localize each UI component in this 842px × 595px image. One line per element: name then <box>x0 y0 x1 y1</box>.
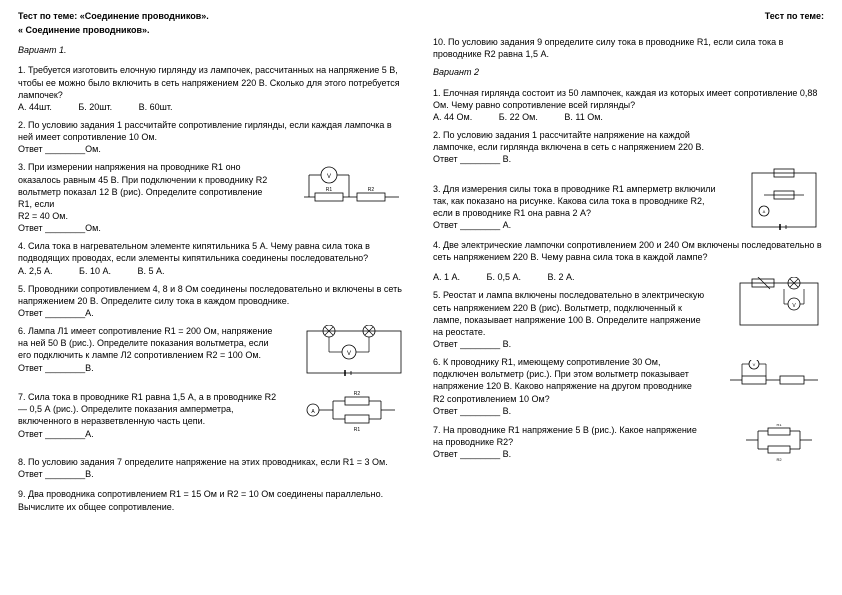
q7-text: 7. Сила тока в проводнике R1 равна 1,5 А… <box>18 392 276 426</box>
q5: 5. Проводники сопротивлением 4, 8 и 8 Ом… <box>18 283 409 319</box>
q4: 4. Сила тока в нагревательном элементе к… <box>18 240 409 276</box>
v2-q3: 3. Для измерения силы тока в проводнике … <box>433 183 824 233</box>
q6: 6. Лампа Л1 имеет сопротивление R1 = 200… <box>18 325 409 385</box>
q5-text: 5. Проводники сопротивлением 4, 8 и 8 Ом… <box>18 284 402 306</box>
v2-q3-text: 3. Для измерения силы тока в проводнике … <box>433 184 716 218</box>
q1-text: 1. Требуется изготовить елочную гирлянду… <box>18 65 400 99</box>
right-column: Тест по теме: 10. По условию задания 9 о… <box>433 10 824 585</box>
v2-q5: 5. Реостат и лампа включены последовател… <box>433 289 824 350</box>
v2-q7-answer: Ответ ________ В. <box>433 448 703 460</box>
q10: 10. По условию задания 9 определите силу… <box>433 36 824 60</box>
q7-diagram: R2 R1 A <box>299 391 409 446</box>
v2-q5-diagram: V <box>734 277 824 332</box>
sub-header: « Соединение проводников». <box>18 24 409 36</box>
v2-q1-answers: А. 44 Ом. Б. 22 Ом. В. 11 Ом. <box>433 111 824 123</box>
v2-q5-answer: Ответ ________ В. <box>433 338 713 350</box>
variant2-title: Вариант 2 <box>433 66 824 78</box>
v2-q4-text: 4. Две электрические лампочки сопротивле… <box>433 240 822 262</box>
q4-answers: А. 2,5 А. Б. 10 А. В. 5 А. <box>18 265 409 277</box>
v2-q6-answer: Ответ ________ В. <box>433 405 703 417</box>
q1: 1. Требуется изготовить елочную гирлянду… <box>18 64 409 113</box>
header-left: Тест по теме: «Соединение проводников». <box>18 10 209 22</box>
v2-q3-answer: Ответ ________ А. <box>433 219 723 231</box>
v2-q4-a: А. 1 А. <box>433 271 460 283</box>
q5-answer: Ответ ________А. <box>18 307 409 319</box>
v2-q1-c: В. 11 Ом. <box>564 111 603 123</box>
q3: 3. При измерении напряжения на проводник… <box>18 161 409 234</box>
q9: 9. Два проводника сопротивлением R1 = 15… <box>18 488 409 512</box>
v2-q6-diagram: V <box>724 360 824 408</box>
v2-q7-diagram: R1 R2 <box>734 424 824 468</box>
q3-r2: R2 = 40 Ом. <box>18 210 278 222</box>
q8: 8. По условию задания 7 определите напря… <box>18 456 409 480</box>
q1-answers: А. 44шт. Б. 20шт. В. 60шт. <box>18 101 409 113</box>
v2-q1-text: 1. Елочная гирлянда состоит из 50 лампоч… <box>433 88 817 110</box>
q2: 2. По условию задания 1 рассчитайте сопр… <box>18 119 409 155</box>
svg-text:V: V <box>753 362 756 367</box>
header-right: Тест по теме: <box>765 10 824 22</box>
v2-q7: 7. На проводнике R1 напряжение 5 В (рис.… <box>433 424 824 464</box>
q10-text: 10. По условию задания 9 определите силу… <box>433 37 783 59</box>
q7: 7. Сила тока в проводнике R1 равна 1,5 А… <box>18 391 409 446</box>
svg-text:R1: R1 <box>326 187 333 193</box>
variant1-title: Вариант 1. <box>18 44 409 56</box>
v2-q4-b: Б. 0,5 А. <box>487 271 521 283</box>
header-row: Тест по теме: «Соединение проводников». <box>18 10 409 22</box>
v2-q1: 1. Елочная гирлянда состоит из 50 лампоч… <box>433 87 824 123</box>
svg-text:A: A <box>311 409 315 415</box>
q4-b: Б. 10 А. <box>79 265 111 277</box>
q2-text: 2. По условию задания 1 рассчитайте сопр… <box>18 120 392 142</box>
q9-text: 9. Два проводника сопротивлением R1 = 15… <box>18 489 383 511</box>
q3-text: 3. При измерении напряжения на проводник… <box>18 162 267 208</box>
v2-q5-text: 5. Реостат и лампа включены последовател… <box>433 290 704 336</box>
q4-c: В. 5 А. <box>137 265 164 277</box>
v2-q4-c: В. 2 А. <box>547 271 574 283</box>
v2-q3-diagram: A <box>744 165 824 235</box>
svg-text:V: V <box>347 351 351 357</box>
svg-text:R2: R2 <box>368 187 375 193</box>
q8-answer: Ответ ________В. <box>18 468 409 480</box>
svg-text:R2: R2 <box>776 457 782 462</box>
svg-text:V: V <box>327 174 331 180</box>
q6-diagram: V <box>299 325 409 380</box>
v2-q7-text: 7. На проводнике R1 напряжение 5 В (рис.… <box>433 425 697 447</box>
v2-q6: 6. К проводнику R1, имеющему сопротивлен… <box>433 356 824 418</box>
q3-answer: Ответ ________Ом. <box>18 222 278 234</box>
svg-text:V: V <box>792 303 796 309</box>
svg-text:R2: R2 <box>354 391 361 397</box>
svg-text:R1: R1 <box>776 424 782 427</box>
q7-answer: Ответ ________А. <box>18 428 278 440</box>
v2-q1-b: Б. 22 Ом. <box>499 111 538 123</box>
left-column: Тест по теме: «Соединение проводников». … <box>18 10 409 585</box>
q8-text: 8. По условию задания 7 определите напря… <box>18 457 388 467</box>
svg-text:R1: R1 <box>354 427 361 433</box>
q2-answer: Ответ ________Ом. <box>18 143 409 155</box>
q1-a: А. 44шт. <box>18 101 52 113</box>
header-right-row: Тест по теме: <box>433 10 824 22</box>
q6-answer: Ответ ________В. <box>18 362 278 374</box>
v2-q2-text: 2. По условию задания 1 рассчитайте напр… <box>433 130 704 152</box>
v2-q1-a: А. 44 Ом. <box>433 111 472 123</box>
q6-text: 6. Лампа Л1 имеет сопротивление R1 = 200… <box>18 326 272 360</box>
svg-text:A: A <box>763 209 766 214</box>
q1-c: В. 60шт. <box>139 101 173 113</box>
v2-q2-answer: Ответ ________ В. <box>433 153 723 165</box>
q4-text: 4. Сила тока в нагревательном элементе к… <box>18 241 370 263</box>
q3-diagram: V R1 R2 <box>299 161 409 216</box>
q4-a: А. 2,5 А. <box>18 265 53 277</box>
q1-b: Б. 20шт. <box>78 101 112 113</box>
v2-q6-text: 6. К проводнику R1, имеющему сопротивлен… <box>433 357 692 403</box>
